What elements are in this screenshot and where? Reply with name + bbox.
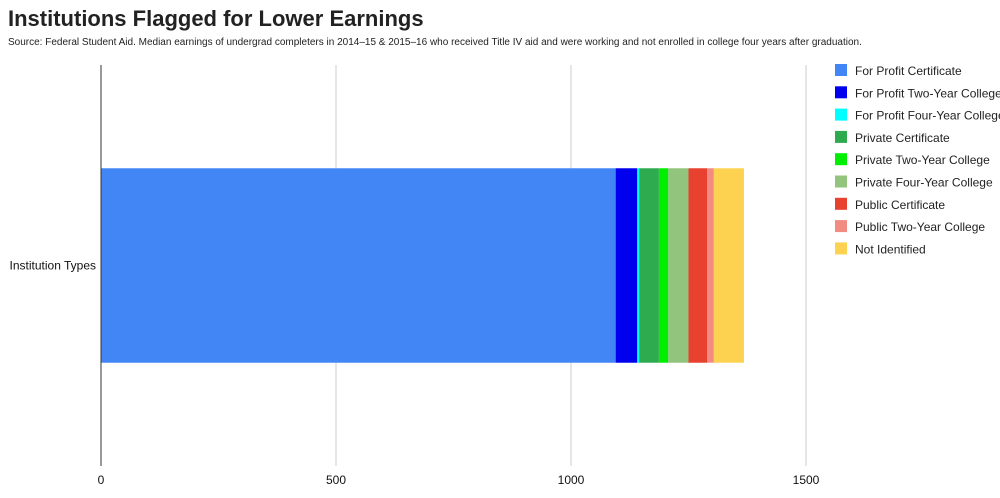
- bar-segment-not-identified: [713, 168, 744, 363]
- legend-swatch-not-identified: [835, 242, 847, 255]
- legend-label-not-identified: Not Identified: [855, 242, 926, 256]
- chart-subtitle: Source: Federal Student Aid. Median earn…: [8, 37, 862, 48]
- x-tick-label-0: 0: [98, 473, 105, 487]
- bar-segment-public-two-year-college: [707, 168, 714, 363]
- bar-segment-public-certificate: [688, 168, 708, 363]
- legend-label-for-profit-two-year-college: For Profit Two-Year College: [855, 86, 1000, 100]
- legend-swatch-public-two-year-college: [835, 220, 847, 233]
- legend-swatch-private-four-year-college: [835, 175, 847, 188]
- axes: 0 500 1000 1500 Institution Types: [10, 65, 820, 487]
- legend-label-private-certificate: Private Certificate: [855, 131, 950, 145]
- x-tick-label-500: 500: [326, 473, 346, 487]
- bar-segment-for-profit-four-year-college: [637, 168, 640, 363]
- legend-label-for-profit-four-year-college: For Profit Four-Year College: [855, 109, 1000, 123]
- legend-label-private-two-year-college: Private Two-Year College: [855, 153, 990, 167]
- legend-label-private-four-year-college: Private Four-Year College: [855, 176, 993, 190]
- chart-title: Institutions Flagged for Lower Earnings: [8, 6, 424, 31]
- bar-segment-private-certificate: [639, 168, 659, 363]
- legend-swatch-private-two-year-college: [835, 153, 847, 166]
- bar-segment-for-profit-certificate: [101, 168, 616, 363]
- bar-segment-private-two-year-college: [658, 168, 669, 363]
- x-tick-label-1500: 1500: [793, 473, 820, 487]
- legend-swatch-for-profit-two-year-college: [835, 86, 847, 99]
- bar-segment-for-profit-two-year-college: [615, 168, 638, 363]
- bar-segment-private-four-year-college: [668, 168, 689, 363]
- y-category-label: Institution Types: [10, 259, 97, 273]
- legend-swatch-public-certificate: [835, 197, 847, 210]
- legend-label-public-two-year-college: Public Two-Year College: [855, 220, 985, 234]
- legend-label-for-profit-certificate: For Profit Certificate: [855, 64, 962, 78]
- legend-swatch-for-profit-certificate: [835, 64, 847, 76]
- legend-label-public-certificate: Public Certificate: [855, 198, 945, 212]
- legend-swatch-for-profit-four-year-college: [835, 108, 847, 121]
- legend: For Profit Certificate For Profit Two-Yea…: [835, 64, 1000, 256]
- legend-swatch-private-certificate: [835, 130, 847, 143]
- bar-stack: [101, 168, 744, 363]
- x-tick-label-1000: 1000: [558, 473, 585, 487]
